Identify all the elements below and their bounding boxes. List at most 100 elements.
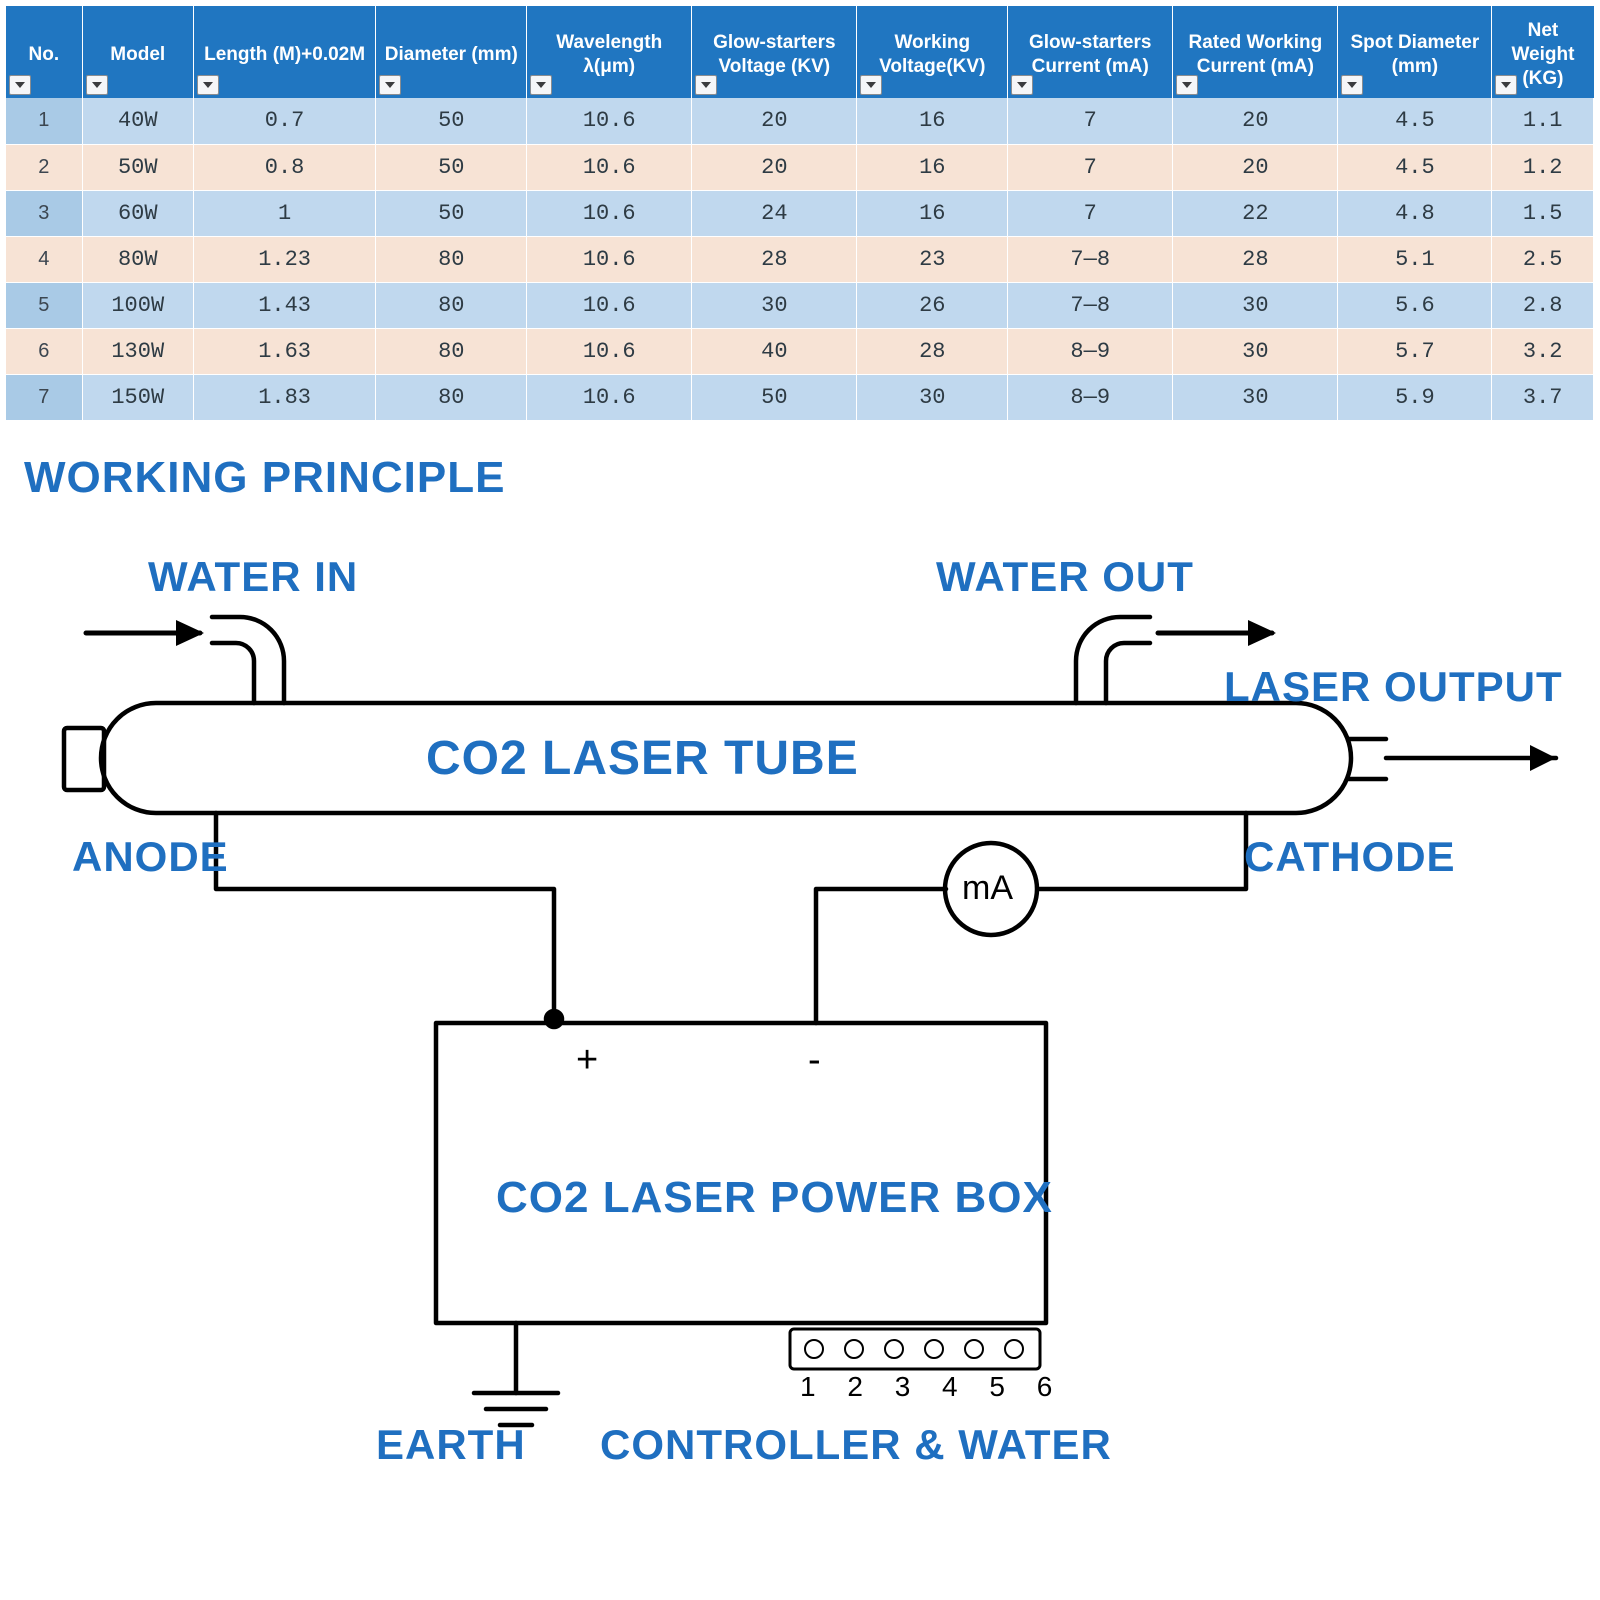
col-header-wavelength: Wavelength λ(μm) bbox=[527, 6, 692, 98]
cell-no: 7 bbox=[6, 374, 82, 420]
cell-model: 60W bbox=[82, 190, 193, 236]
cell-glowv: 30 bbox=[692, 282, 857, 328]
cell-weight: 2.8 bbox=[1492, 282, 1594, 328]
label-anode: ANODE bbox=[72, 833, 229, 881]
col-header-glowc: Glow-starters Current (mA) bbox=[1008, 6, 1173, 98]
cell-glowc: 7 bbox=[1008, 98, 1173, 144]
cell-length: 1.83 bbox=[193, 374, 376, 420]
cell-glowc: 7 bbox=[1008, 190, 1173, 236]
col-header-spot: Spot Diameter (mm) bbox=[1338, 6, 1492, 98]
cell-spot: 5.7 bbox=[1338, 328, 1492, 374]
cell-workv: 16 bbox=[857, 98, 1008, 144]
filter-button[interactable] bbox=[9, 75, 31, 95]
cell-ratedc: 20 bbox=[1173, 144, 1338, 190]
cell-no: 6 bbox=[6, 328, 82, 374]
cell-ratedc: 22 bbox=[1173, 190, 1338, 236]
table-row: 6130W1.638010.640288—9305.73.2 bbox=[6, 328, 1594, 374]
table-row: 140W0.75010.620167204.51.1 bbox=[6, 98, 1594, 144]
cell-diameter: 80 bbox=[376, 236, 527, 282]
cell-model: 130W bbox=[82, 328, 193, 374]
col-header-no: No. bbox=[6, 6, 82, 98]
col-header-model: Model bbox=[82, 6, 193, 98]
cell-workv: 28 bbox=[857, 328, 1008, 374]
cell-length: 1.43 bbox=[193, 282, 376, 328]
cell-glowc: 8—9 bbox=[1008, 328, 1173, 374]
cell-weight: 3.2 bbox=[1492, 328, 1594, 374]
cell-length: 1 bbox=[193, 190, 376, 236]
cell-model: 150W bbox=[82, 374, 193, 420]
cell-ratedc: 30 bbox=[1173, 328, 1338, 374]
cell-workv: 16 bbox=[857, 144, 1008, 190]
cell-model: 100W bbox=[82, 282, 193, 328]
label-cathode: CATHODE bbox=[1244, 833, 1456, 881]
label-controller: CONTROLLER & WATER bbox=[600, 1421, 1112, 1469]
cell-weight: 1.1 bbox=[1492, 98, 1594, 144]
cell-workv: 26 bbox=[857, 282, 1008, 328]
col-header-weight: Net Weight (KG) bbox=[1492, 6, 1594, 98]
filter-button[interactable] bbox=[1495, 75, 1517, 95]
cell-weight: 1.5 bbox=[1492, 190, 1594, 236]
table-row: 5100W1.438010.630267—8305.62.8 bbox=[6, 282, 1594, 328]
table-row: 360W15010.624167224.81.5 bbox=[6, 190, 1594, 236]
cell-ratedc: 30 bbox=[1173, 282, 1338, 328]
col-header-diameter: Diameter (mm) bbox=[376, 6, 527, 98]
cell-ratedc: 28 bbox=[1173, 236, 1338, 282]
col-header-ratedc: Rated Working Current (mA) bbox=[1173, 6, 1338, 98]
cell-glowv: 24 bbox=[692, 190, 857, 236]
working-principle-diagram: WATER IN WATER OUT LASER OUTPUT CO2 LASE… bbox=[16, 513, 1576, 1473]
cell-glowv: 50 bbox=[692, 374, 857, 420]
cell-model: 50W bbox=[82, 144, 193, 190]
cell-no: 5 bbox=[6, 282, 82, 328]
cell-diameter: 50 bbox=[376, 190, 527, 236]
schematic-svg bbox=[16, 513, 1576, 1473]
cell-spot: 5.9 bbox=[1338, 374, 1492, 420]
label-tube: CO2 LASER TUBE bbox=[426, 731, 859, 786]
table-row: 480W1.238010.628237—8285.12.5 bbox=[6, 236, 1594, 282]
col-header-glowv: Glow-starters Voltage (KV) bbox=[692, 6, 857, 98]
cell-diameter: 50 bbox=[376, 144, 527, 190]
filter-button[interactable] bbox=[695, 75, 717, 95]
cell-spot: 4.5 bbox=[1338, 98, 1492, 144]
filter-button[interactable] bbox=[860, 75, 882, 95]
plus-terminal: + bbox=[576, 1039, 598, 1082]
cell-wavelength: 10.6 bbox=[527, 144, 692, 190]
col-header-workv: Working Voltage(KV) bbox=[857, 6, 1008, 98]
col-header-length: Length (M)+0.02M bbox=[193, 6, 376, 98]
filter-button[interactable] bbox=[530, 75, 552, 95]
cell-length: 0.8 bbox=[193, 144, 376, 190]
cell-length: 1.63 bbox=[193, 328, 376, 374]
cell-glowv: 20 bbox=[692, 144, 857, 190]
cell-diameter: 80 bbox=[376, 282, 527, 328]
cell-no: 3 bbox=[6, 190, 82, 236]
pin-numbers: 1 2 3 4 5 6 bbox=[800, 1371, 1064, 1403]
cell-wavelength: 10.6 bbox=[527, 190, 692, 236]
cell-glowv: 40 bbox=[692, 328, 857, 374]
cell-no: 1 bbox=[6, 98, 82, 144]
meter-label: mA bbox=[962, 869, 1013, 908]
cell-spot: 4.5 bbox=[1338, 144, 1492, 190]
cell-model: 80W bbox=[82, 236, 193, 282]
cell-wavelength: 10.6 bbox=[527, 374, 692, 420]
filter-button[interactable] bbox=[379, 75, 401, 95]
cell-spot: 5.6 bbox=[1338, 282, 1492, 328]
cell-spot: 4.8 bbox=[1338, 190, 1492, 236]
filter-button[interactable] bbox=[1176, 75, 1198, 95]
cell-diameter: 80 bbox=[376, 328, 527, 374]
filter-button[interactable] bbox=[197, 75, 219, 95]
label-laser-output: LASER OUTPUT bbox=[1224, 663, 1563, 711]
filter-button[interactable] bbox=[1011, 75, 1033, 95]
label-water-out: WATER OUT bbox=[936, 553, 1194, 601]
cell-length: 1.23 bbox=[193, 236, 376, 282]
table-row: 250W0.85010.620167204.51.2 bbox=[6, 144, 1594, 190]
cell-weight: 3.7 bbox=[1492, 374, 1594, 420]
filter-button[interactable] bbox=[1341, 75, 1363, 95]
label-water-in: WATER IN bbox=[148, 553, 358, 601]
cell-no: 4 bbox=[6, 236, 82, 282]
filter-button[interactable] bbox=[86, 75, 108, 95]
label-powerbox: CO2 LASER POWER BOX bbox=[496, 1173, 1053, 1223]
cell-glowv: 20 bbox=[692, 98, 857, 144]
cell-ratedc: 30 bbox=[1173, 374, 1338, 420]
label-earth: EARTH bbox=[376, 1421, 526, 1469]
cell-workv: 30 bbox=[857, 374, 1008, 420]
cell-length: 0.7 bbox=[193, 98, 376, 144]
